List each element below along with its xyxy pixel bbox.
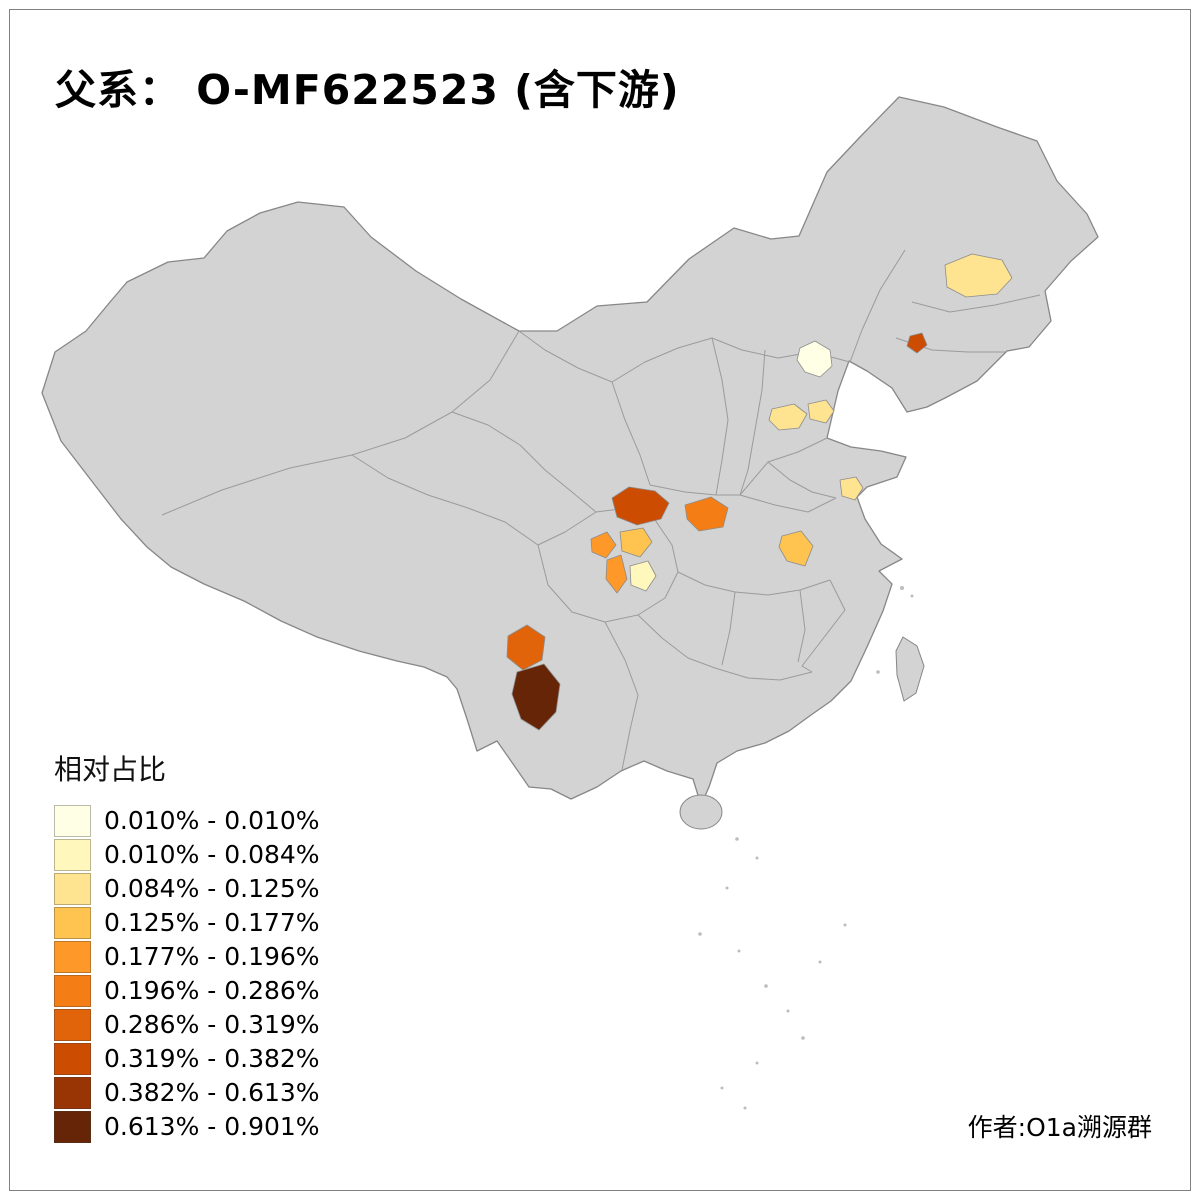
legend-item: 0.196% - 0.286% — [54, 974, 320, 1007]
author-credit: 作者:O1a溯源群 — [967, 1113, 1152, 1142]
legend-swatch — [54, 906, 91, 939]
hainan-island — [679, 794, 723, 830]
south-china-sea-islands — [698, 586, 914, 1110]
legend-label: 0.196% - 0.286% — [104, 976, 320, 1005]
map-region-sichuan-stem — [605, 554, 628, 594]
map-region-beijing-area — [796, 340, 833, 378]
map-region-north-yunnan — [506, 624, 546, 671]
map-region-chongqing-pale — [629, 560, 657, 592]
legend-item: 0.010% - 0.010% — [54, 804, 320, 837]
legend-item: 0.286% - 0.319% — [54, 1008, 320, 1041]
legend-item: 0.613% - 0.901% — [54, 1110, 320, 1143]
legend-title: 相对占比 — [54, 753, 167, 786]
legend-swatch — [54, 838, 91, 871]
map-region-harbin-area — [944, 253, 1013, 298]
province-borders — [161, 249, 1041, 771]
map-region-hebei-west — [768, 403, 808, 431]
legend-swatch — [54, 974, 91, 1007]
legend-swatch — [54, 1008, 91, 1041]
map-region-hebei-east — [807, 399, 835, 424]
legend-item: 0.084% - 0.125% — [54, 872, 320, 905]
legend: 相对占比 0.010% - 0.010% 0.010% - 0.084% 0.0… — [54, 748, 320, 1144]
map-region-sichuan-west — [590, 531, 617, 559]
legend-swatch — [54, 1110, 91, 1143]
legend-swatch — [54, 940, 91, 973]
legend-swatch — [54, 872, 91, 905]
legend-item: 0.177% - 0.196% — [54, 940, 320, 973]
taiwan-island — [895, 636, 925, 702]
legend-label: 0.613% - 0.901% — [104, 1112, 320, 1141]
legend-label: 0.382% - 0.613% — [104, 1078, 320, 1107]
map-region-south-shaanxi — [611, 486, 670, 526]
map-region-shandong-south — [839, 476, 864, 501]
legend-swatch — [54, 804, 91, 837]
china-outline — [41, 96, 1099, 806]
legend-item: 0.382% - 0.613% — [54, 1076, 320, 1109]
legend-label: 0.319% - 0.382% — [104, 1044, 320, 1073]
legend-label: 0.177% - 0.196% — [104, 942, 320, 971]
map-region-south-yunnan — [511, 663, 561, 731]
legend-label: 0.125% - 0.177% — [104, 908, 320, 937]
legend-label: 0.084% - 0.125% — [104, 874, 320, 903]
legend-item: 0.010% - 0.084% — [54, 838, 320, 871]
map-region-hubei-east — [778, 530, 814, 567]
legend-label: 0.010% - 0.010% — [104, 806, 320, 835]
legend-swatch — [54, 1042, 91, 1075]
legend-label: 0.286% - 0.319% — [104, 1010, 320, 1039]
map-region-liaoning-spot — [906, 332, 928, 354]
legend-label: 0.010% - 0.084% — [104, 840, 320, 869]
map-region-nw-hubei — [684, 496, 729, 532]
legend-item: 0.125% - 0.177% — [54, 906, 320, 939]
legend-item: 0.319% - 0.382% — [54, 1042, 320, 1075]
page-title: 父系： O-MF622523 (含下游) — [55, 66, 680, 114]
map-region-sichuan-mid — [619, 527, 653, 558]
legend-swatch — [54, 1076, 91, 1109]
